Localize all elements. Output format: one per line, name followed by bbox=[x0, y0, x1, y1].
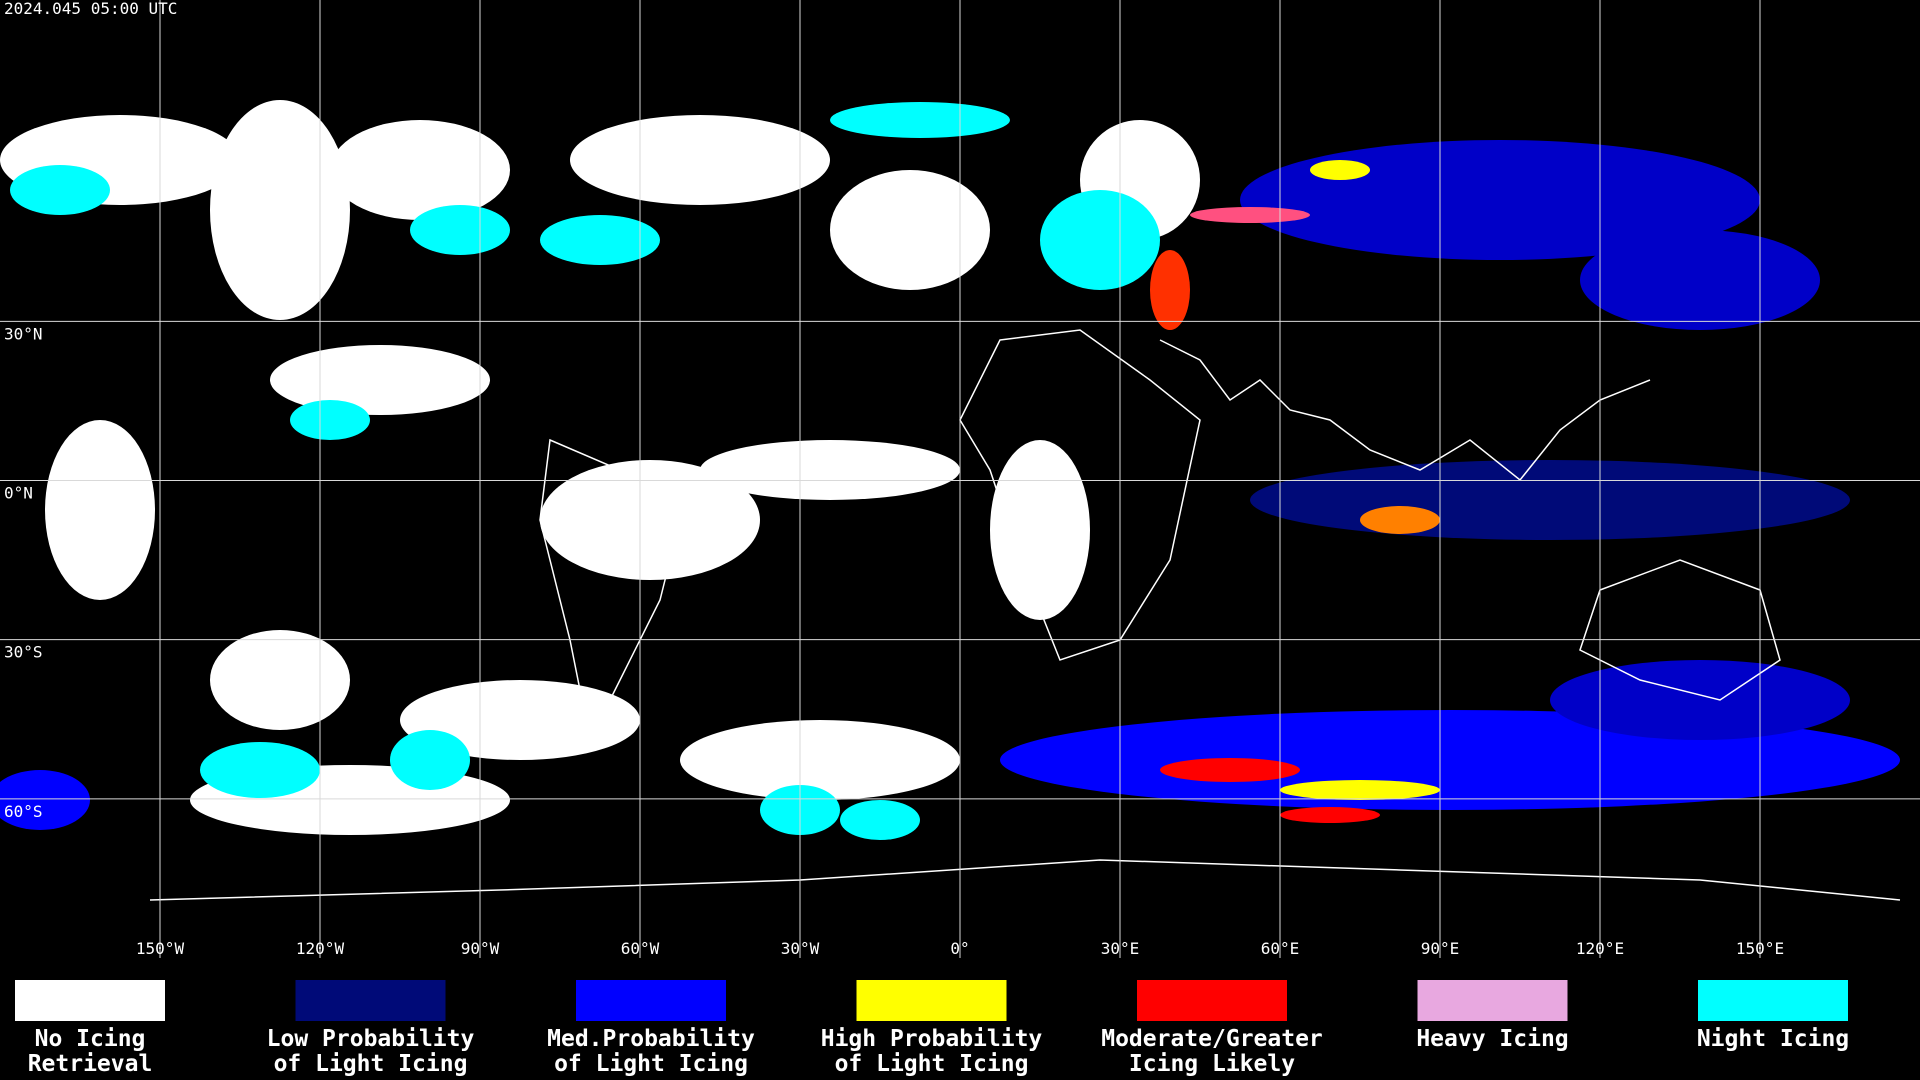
longitude-label: 30°E bbox=[1101, 939, 1140, 958]
legend-swatch bbox=[576, 980, 726, 1021]
legend-label: of Light Icing bbox=[274, 1051, 468, 1077]
legend-label: Heavy Icing bbox=[1416, 1026, 1568, 1052]
longitude-label: 60°W bbox=[621, 939, 660, 958]
legend-label: No Icing bbox=[35, 1026, 146, 1052]
legend-swatch bbox=[1137, 980, 1287, 1021]
legend-label: Night Icing bbox=[1697, 1026, 1849, 1052]
timestamp: 2024.045 05:00 UTC bbox=[4, 0, 177, 18]
latitude-label: 60°S bbox=[4, 802, 43, 821]
legend-label: of Light Icing bbox=[835, 1051, 1029, 1077]
legend-swatch bbox=[295, 980, 446, 1021]
longitude-label: 30°W bbox=[781, 939, 820, 958]
longitude-label: 150°E bbox=[1736, 939, 1784, 958]
night-icing-clouds bbox=[10, 102, 1160, 840]
longitude-label: 90°E bbox=[1421, 939, 1460, 958]
legend-swatch bbox=[1698, 980, 1848, 1021]
no-icing-clouds bbox=[0, 100, 1200, 835]
longitude-label: 0° bbox=[950, 939, 969, 958]
graticule: 30°N 0°N 30°S 60°S 150°W 120°W 90°W 60°W 30°W 0° 3… bbox=[0, 0, 1920, 958]
legend-swatch bbox=[15, 980, 165, 1021]
longitude-label: 90°W bbox=[461, 939, 500, 958]
legend-swatch bbox=[1417, 980, 1568, 1021]
longitude-label: 60°E bbox=[1261, 939, 1300, 958]
longitude-label: 120°W bbox=[296, 939, 345, 958]
legend-label: Med.Probability bbox=[547, 1026, 755, 1052]
legend-label: Icing Likely bbox=[1129, 1051, 1295, 1077]
longitude-label: 150°W bbox=[136, 939, 185, 958]
legend-label: Moderate/Greater bbox=[1101, 1026, 1323, 1052]
legend-label: of Light Icing bbox=[554, 1051, 748, 1077]
legend-label: Retrieval bbox=[28, 1051, 153, 1077]
legend-swatch bbox=[856, 980, 1007, 1021]
longitude-label: 120°E bbox=[1576, 939, 1624, 958]
legend-label: Low Probability bbox=[267, 1026, 475, 1052]
imagery bbox=[0, 100, 1901, 901]
latitude-label: 0°N bbox=[4, 484, 33, 503]
latitude-label: 30°N bbox=[4, 324, 43, 343]
latitude-label: 30°S bbox=[4, 643, 43, 662]
legend-label: High Probability bbox=[821, 1026, 1043, 1052]
